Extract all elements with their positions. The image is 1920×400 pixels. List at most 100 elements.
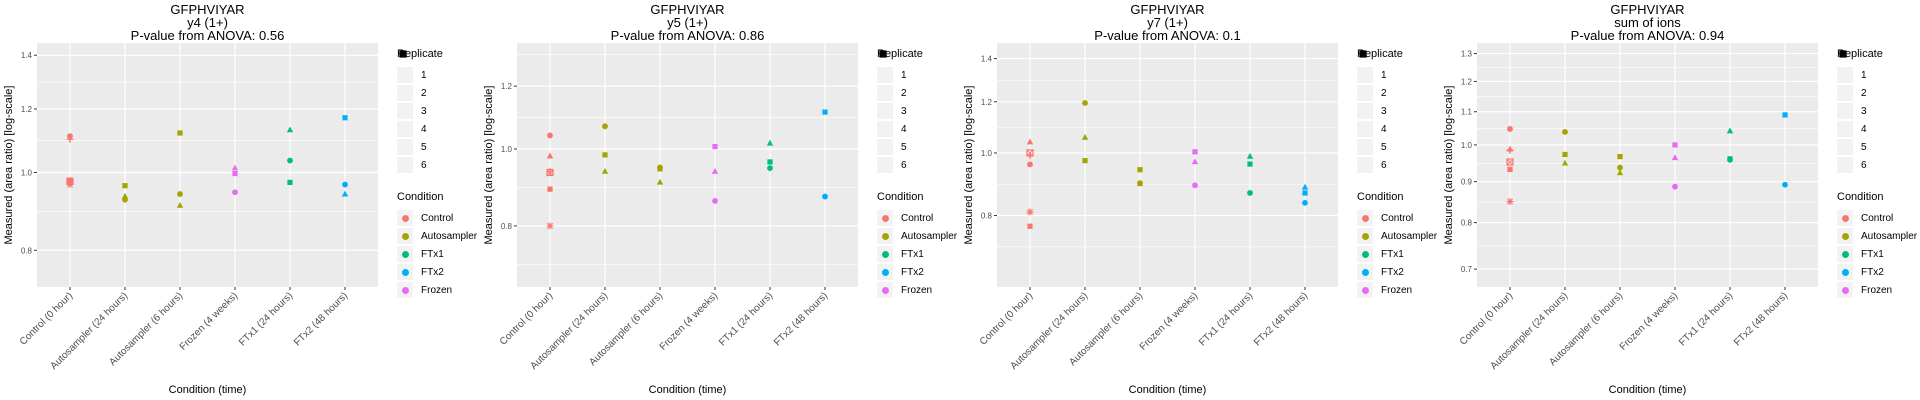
- legend-item: Control: [397, 209, 477, 227]
- legend-label: Autosampler: [1381, 230, 1438, 242]
- color-dot-icon: [877, 246, 893, 262]
- legend-item: 6: [1357, 50, 1403, 174]
- data-point: [1672, 142, 1678, 148]
- data-point: [341, 190, 349, 197]
- legend-label: FTx2: [1381, 266, 1404, 278]
- legend-title: Replicate: [1837, 48, 1883, 60]
- plus-icon: [877, 50, 893, 137]
- y-axis-title: Measured (area ratio) [log-scale]: [963, 86, 975, 245]
- chart-panel: GFPHVIYAR y4 (1+) P-value from ANOVA: 0.56…: [0, 0, 480, 400]
- data-point: [1301, 183, 1309, 190]
- legend-label: Control: [1861, 212, 1894, 224]
- color-dot-icon: [1357, 210, 1373, 226]
- data-point: [1672, 183, 1678, 190]
- asterisk-icon: [1837, 50, 1853, 173]
- legend-item: 3: [877, 51, 923, 120]
- data-point: [547, 186, 553, 192]
- legend-item: Autosampler: [397, 227, 477, 245]
- points-layer: [1506, 112, 1788, 206]
- legend-label: 4: [901, 123, 907, 135]
- color-dot-icon: [1837, 228, 1853, 244]
- legend-item: 5: [397, 50, 443, 156]
- data-point: [1026, 138, 1034, 145]
- legend-item: 2: [1837, 50, 1883, 102]
- color-dot-icon: [397, 246, 413, 262]
- legend-label: 1: [1861, 69, 1867, 81]
- legend-title: Replicate: [1357, 48, 1403, 60]
- data-point: [286, 126, 294, 133]
- legend-label: 6: [1861, 159, 1867, 171]
- condition-legend: Condition Control Autosampler FTx1 FTx2 Froze…: [1837, 191, 1917, 299]
- data-point: [1507, 126, 1513, 132]
- data-point: [1616, 169, 1624, 176]
- data-point: [656, 178, 664, 185]
- data-point: [1727, 156, 1733, 163]
- chart-title: GFPHVIYAR: [1610, 2, 1685, 17]
- legend-item: 6: [397, 50, 443, 174]
- data-point: [657, 166, 663, 172]
- legend-key-shape: [399, 50, 407, 58]
- replicate-legend: Replicate 1 2 3 4 5 6: [1837, 48, 1883, 174]
- data-point: [1027, 161, 1033, 168]
- legend-item: Autosampler: [877, 227, 957, 245]
- data-point: [1081, 133, 1089, 140]
- chart-subtitle: y4 (1+): [187, 15, 228, 30]
- points-layer: [66, 115, 349, 208]
- condition-legend: Condition Control Autosampler FTx1 FTx2 Froze…: [1357, 191, 1437, 299]
- y-tick-label: 1.0: [501, 145, 513, 154]
- legend-item: 5: [1357, 50, 1403, 156]
- data-point: [712, 198, 718, 204]
- legend-item: 2: [1357, 50, 1403, 102]
- legend-key-shape: [1839, 50, 1847, 58]
- data-point: [711, 168, 719, 174]
- triangle-icon: [877, 50, 893, 101]
- data-point: [1617, 154, 1623, 160]
- x-tick-label: Control (0 hour): [1458, 290, 1515, 347]
- replicate-legend: Replicate 1 2 3 4 5 6: [397, 48, 443, 174]
- boxed-square-icon: [877, 50, 893, 155]
- legend-label: FTx2: [901, 266, 924, 278]
- chart-title: GFPHVIYAR: [650, 2, 725, 17]
- legend-item: 1: [397, 51, 443, 84]
- legend-item: Frozen: [1837, 281, 1917, 299]
- y-tick-label: 1.0: [981, 149, 993, 158]
- chart-subtitle: y5 (1+): [667, 15, 708, 30]
- legend-label: FTx2: [421, 266, 444, 278]
- data-point: [342, 115, 348, 121]
- data-point: [1506, 198, 1514, 206]
- points-layer: [1026, 100, 1309, 229]
- asterisk-icon: [397, 50, 413, 173]
- legend-title: Condition: [1837, 191, 1884, 203]
- legend-label: FTx1: [421, 248, 444, 260]
- legend-label: 4: [421, 123, 427, 135]
- data-point: [767, 159, 773, 165]
- data-point: [602, 123, 608, 130]
- data-point: [712, 143, 718, 150]
- color-dot-icon: [1357, 264, 1373, 280]
- legend-item: FTx2: [1837, 263, 1917, 281]
- data-point: [767, 165, 773, 172]
- circle-icon: [1357, 51, 1373, 83]
- data-point: [766, 139, 774, 146]
- y-tick-label: 0.8: [21, 246, 33, 255]
- triangle-icon: [1357, 50, 1373, 101]
- legend-label: Control: [901, 212, 934, 224]
- legend-label: 2: [901, 87, 907, 99]
- legend-item: 6: [1837, 50, 1883, 174]
- legend-title: Replicate: [877, 48, 923, 60]
- data-point: [601, 168, 609, 174]
- y-tick-label: 0.9: [1461, 178, 1473, 187]
- plus-icon: [1357, 50, 1373, 137]
- color-dot-icon: [877, 282, 893, 298]
- boxed-square-icon: [1357, 50, 1373, 155]
- data-point: [602, 152, 608, 158]
- legend-label: 4: [1381, 123, 1387, 135]
- points-layer: [546, 109, 828, 230]
- x-tick-label: FTx2 (48 hours): [772, 290, 830, 348]
- data-point: [231, 164, 239, 171]
- square-icon: [1357, 51, 1373, 119]
- legend-item: Control: [1357, 209, 1437, 227]
